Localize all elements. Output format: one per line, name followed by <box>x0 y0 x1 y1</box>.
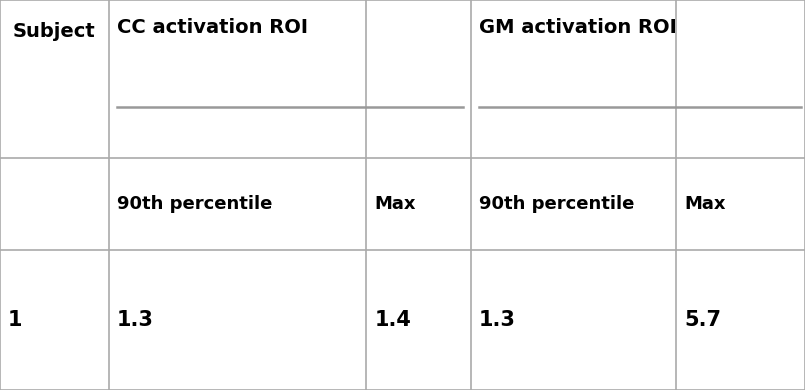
Text: 90th percentile: 90th percentile <box>479 195 634 213</box>
Text: 5.7: 5.7 <box>684 310 721 330</box>
Text: 1.3: 1.3 <box>479 310 516 330</box>
Text: 1: 1 <box>8 310 23 330</box>
Text: 1.4: 1.4 <box>374 310 411 330</box>
Text: 1.3: 1.3 <box>117 310 154 330</box>
Text: Max: Max <box>374 195 416 213</box>
Text: Subject: Subject <box>13 22 96 41</box>
Text: CC activation ROI: CC activation ROI <box>117 18 308 37</box>
Text: 90th percentile: 90th percentile <box>117 195 272 213</box>
Text: GM activation ROI: GM activation ROI <box>479 18 677 37</box>
Text: Max: Max <box>684 195 726 213</box>
